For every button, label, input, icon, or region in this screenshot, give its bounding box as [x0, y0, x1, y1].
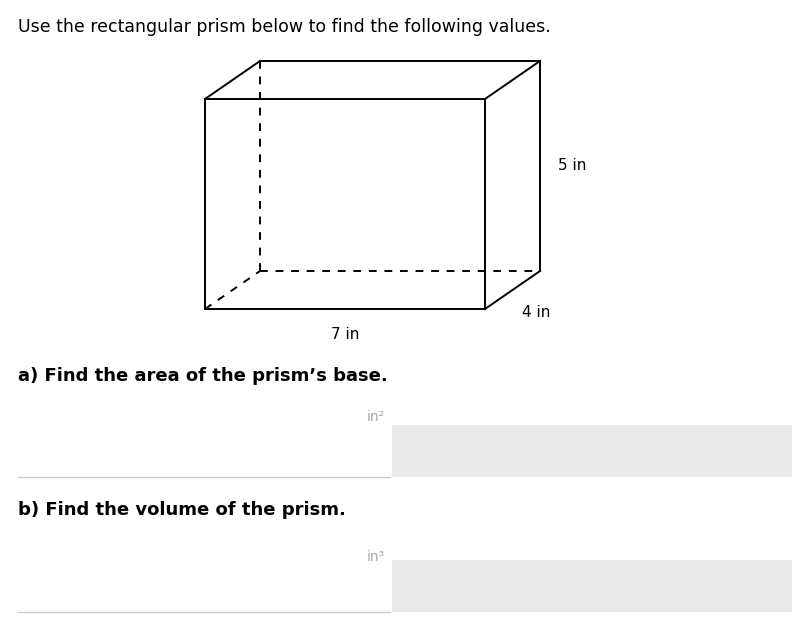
- Text: in²: in²: [366, 410, 385, 424]
- Text: b) Find the volume of the prism.: b) Find the volume of the prism.: [18, 501, 346, 519]
- Text: 5 in: 5 in: [558, 159, 587, 174]
- Text: 4 in: 4 in: [523, 305, 551, 320]
- Text: in³: in³: [366, 550, 385, 564]
- FancyBboxPatch shape: [392, 425, 792, 477]
- FancyBboxPatch shape: [392, 560, 792, 612]
- Text: Use the rectangular prism below to find the following values.: Use the rectangular prism below to find …: [18, 18, 551, 36]
- Text: a) Find the area of the prism’s base.: a) Find the area of the prism’s base.: [18, 367, 388, 385]
- Text: 7 in: 7 in: [331, 327, 359, 342]
